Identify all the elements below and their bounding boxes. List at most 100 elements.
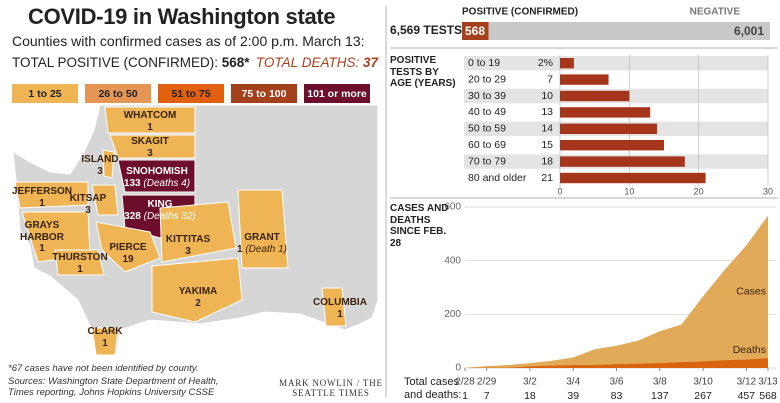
series-label: Cases [736,286,766,298]
value-label: 14 [541,123,553,135]
bar [560,172,706,184]
value-label: 13 [541,106,553,118]
series-label: Deaths [733,344,766,356]
table-value: 39 [567,390,579,402]
county-label: KING 328 (Deaths 32) [115,199,205,222]
x-tick-label: 3/10 [693,377,713,388]
county [14,181,89,209]
county-cases-line: 328 (Deaths 32) [115,211,205,223]
county-cases-line: 3 [105,148,195,160]
county-cases: 328 [124,210,141,222]
county [117,159,196,193]
county-name: GRAYS HARBOR [20,220,64,243]
county-cases: 3 [97,165,103,177]
legend-label: 75 to 100 [242,88,287,100]
county-cases-line: 1 [295,309,385,321]
county [159,201,237,263]
y-tick-label: 600 [444,202,461,213]
county-cases: 2 [195,297,201,309]
y-tick-label: 400 [444,255,461,266]
county [95,221,161,273]
test-bar [462,22,489,40]
county-cases-line: 1 [35,264,125,276]
category-label: 60 to 69 [468,139,506,151]
test-series-name: NEGATIVE [690,7,741,18]
county-label: CLARK 1 [60,326,150,349]
county-cases-line: 1 (Death 1) [217,244,307,256]
total-positive-label: TOTAL POSITIVE (CONFIRMED): [12,55,219,70]
county-label: WHATCOM 1 [105,110,195,133]
county-label: PIERCE 19 [83,242,173,265]
table-label: Total cases and deaths: [404,376,462,401]
county-cases-line: 2 [153,298,243,310]
county [91,184,119,216]
county-cases: 1 [39,197,45,209]
legend-swatch [85,84,151,103]
x-tick-label: 3/12 [737,377,757,388]
value-label: 10 [541,90,553,102]
county-cases-line: 19 [83,254,173,266]
x-tick-label: 3/8 [653,377,667,388]
county-label: SKAGIT 3 [105,136,195,159]
value-label: 7 [547,73,553,85]
table-value: 1 [462,390,468,402]
category-label: 40 to 49 [468,106,506,118]
table-value: 137 [651,390,669,402]
x-tick-label: 2/28 [455,377,475,388]
table-value: 18 [524,390,536,402]
total-deaths-label: TOTAL DEATHS: [255,55,360,70]
legend-label: 26 to 50 [98,88,137,100]
county-label: YAKIMA 2 [153,286,243,309]
y-tick-label: 0 [455,363,461,374]
county-deaths: (Death 1) [245,243,288,255]
county-cases: 133 [123,177,141,189]
row-band [464,72,768,87]
county-name: KING [147,199,173,210]
total-positive: 568* [221,55,250,70]
category-label: 50 to 59 [468,123,506,135]
county-name: KITTITAS [165,234,211,245]
county-label: KITTITAS 3 [143,234,233,257]
county [237,189,289,269]
county-cases-line: 3 [43,205,133,217]
table-value: 7 [484,390,490,402]
x-tick-label: 30 [763,187,773,197]
credit: MARK NOWLIN / THE SEATTLE TIMES [279,378,383,399]
county-name: SNOHOMISH [126,166,188,177]
bar [560,107,651,118]
test-value: 6,001 [734,24,764,38]
county-cases: 1 [147,121,153,133]
area [465,358,768,368]
county [102,149,115,179]
county [91,327,119,356]
table-value: 457 [738,390,756,402]
value-label: 15 [541,139,553,151]
table-value: 568 [759,390,777,402]
x-tick-label: 20 [694,187,704,197]
county-label: THURSTON 1 [35,252,125,275]
x-tick-label: 3/2 [523,377,537,388]
category-label: 20 to 29 [468,73,506,85]
subtitle: Counties with confirmed cases as of 2:00… [12,33,365,49]
bar [560,156,685,167]
county-name: PIERCE [109,242,147,253]
x-tick-label: 10 [624,187,634,197]
county-name: JEFFERSON [11,186,72,197]
value-label: 2% [538,57,553,69]
legend-label: 101 or more [307,88,367,100]
legend-swatch [231,84,297,103]
county-name: YAKIMA [178,286,218,297]
test-value: 568 [465,24,485,38]
county-cases: 1 [102,337,108,349]
county-name: COLUMBIA [313,297,367,308]
county-name: CLARK [87,326,123,337]
title: COVID-19 in Washington state [28,4,336,29]
x-tick-label: 2/29 [477,377,497,388]
county-label: GRANT 1 (Death 1) [217,232,307,255]
bar [560,90,630,102]
value-label: 18 [541,155,553,167]
bar [560,74,609,85]
county-cases-line: 1 [17,243,67,255]
county-name: THURSTON [52,252,108,263]
